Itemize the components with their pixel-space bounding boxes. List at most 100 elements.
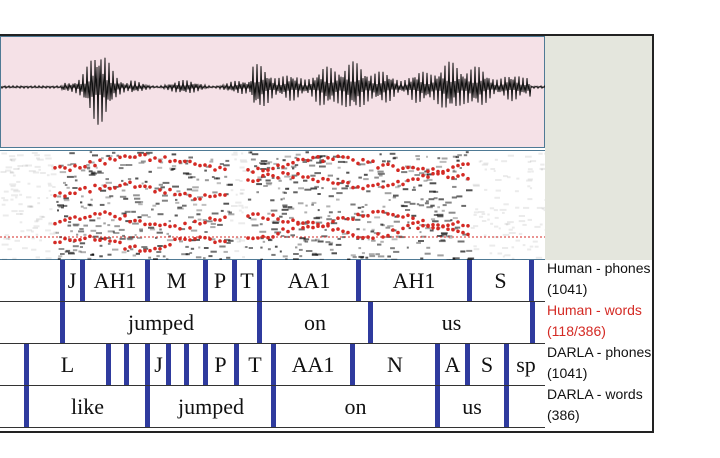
formant-dot [63,166,67,170]
interval-boundary[interactable] [145,386,150,427]
interval-boundary[interactable] [467,260,472,301]
interval-label[interactable]: P [213,267,227,293]
spectrogram-cell [151,208,154,211]
waveform-panel[interactable] [0,36,546,148]
tier-human-words[interactable]: jumped on us [0,302,545,344]
interval-boundary[interactable] [529,260,534,301]
formant-dot [183,191,187,196]
formant-dot [366,184,370,188]
interval-boundary[interactable] [504,386,509,427]
interval-boundary[interactable] [145,344,150,385]
interval-label[interactable]: J [154,351,163,377]
interval-boundary[interactable] [257,302,262,343]
interval-label[interactable]: AH1 [392,267,436,293]
formant-dot [446,168,450,173]
formant-dot [113,186,117,190]
interval-label[interactable]: like [71,393,104,419]
spectrogram-cell [544,152,545,155]
spectrogram-cell [170,168,174,171]
interval-boundary[interactable] [24,386,29,427]
spectrogram-cell [99,244,103,247]
interval-boundary[interactable] [106,344,111,385]
spectrogram-cell [433,197,438,200]
interval-boundary[interactable] [232,260,237,301]
spectrogram-cell [103,222,106,225]
interval-boundary[interactable] [60,260,65,301]
formant-dot [276,232,280,236]
spectrogram-cell [375,253,380,256]
spectrogram-cell [392,157,396,160]
formant-dot [286,162,290,167]
interval-boundary[interactable] [504,344,509,385]
formant-dot [103,184,107,188]
spectrogram-cell [426,173,432,176]
spectrogram-cell [268,239,273,242]
interval-boundary[interactable] [24,344,29,385]
interval-boundary[interactable] [234,344,239,385]
spectrogram-cell [190,199,195,202]
spectrogram-cell [105,155,113,158]
spectrogram-cell [273,162,277,165]
interval-label[interactable]: us [441,309,462,335]
interval-label[interactable]: jumped [128,309,194,335]
interval-label[interactable]: S [480,351,494,377]
interval-boundary[interactable] [271,344,276,385]
spectrogram-cell [171,153,177,156]
spectrogram-cell [481,213,486,215]
interval-boundary[interactable] [124,344,129,385]
interval-label[interactable]: AA1 [287,267,331,293]
interval-boundary[interactable] [60,302,65,343]
spectrogram-cell [154,187,160,190]
spectrogram-cell [434,210,438,213]
interval-label[interactable]: sp [516,351,536,377]
interval-boundary[interactable] [435,344,440,385]
spectrogram-cell [234,158,237,161]
interval-label[interactable]: on [304,309,326,335]
interval-label[interactable]: S [494,267,507,293]
spectrogram-panel[interactable] [0,150,545,261]
interval-boundary[interactable] [368,302,373,343]
interval-label[interactable]: J [67,267,77,293]
tier-human-phones[interactable]: J AH1 M P T AA1 AH1 S [0,260,545,302]
interval-boundary[interactable] [356,260,361,301]
interval-label[interactable]: L [60,351,75,377]
tier-name-darla-words[interactable]: DARLA - words (386) [546,384,656,426]
interval-boundary[interactable] [530,302,535,343]
interval-boundary[interactable] [184,344,189,385]
spectrogram-cell [361,252,365,255]
interval-label[interactable]: us [462,393,482,419]
tier-name-darla-phones[interactable]: DARLA - phones (1041) [546,342,656,384]
interval-boundary[interactable] [203,344,208,385]
interval-boundary[interactable] [271,386,276,427]
tier-darla-words[interactable]: like jumped on us [0,386,545,428]
interval-label[interactable]: AH1 [93,267,137,293]
interval-label[interactable]: P [214,351,227,377]
interval-boundary[interactable] [257,260,262,301]
spectrogram-cell [113,232,120,234]
interval-boundary[interactable] [203,260,208,301]
tier-name-human-words[interactable]: Human - words (118/386) [546,300,656,342]
interval-label[interactable]: T [248,351,262,377]
spectrogram-cell [282,206,288,209]
interval-boundary[interactable] [350,344,355,385]
tier-name-human-phones[interactable]: Human - phones (1041) [546,258,656,300]
formant-dot [426,175,430,179]
interval-boundary[interactable] [166,344,171,385]
spectrogram-cell [39,215,44,218]
interval-label[interactable]: jumped [178,393,244,419]
interval-label[interactable]: on [344,393,367,419]
interval-label[interactable]: M [166,267,187,293]
tier-darla-phones[interactable]: L J P T AA1 N A S sp [0,344,545,386]
interval-label[interactable]: AA1 [291,351,335,377]
spectrogram-cell [224,175,228,178]
interval-label[interactable]: T [240,267,254,293]
interval-boundary[interactable] [80,260,85,301]
interval-label[interactable]: A [444,351,461,377]
interval-boundary[interactable] [435,386,440,427]
interval-boundary[interactable] [465,344,470,385]
interval-boundary[interactable] [145,260,150,301]
spectrogram-cell [370,230,375,233]
spectrogram-cell [239,192,245,195]
interval-label[interactable]: N [387,351,403,377]
spectrogram-cell [57,204,64,207]
